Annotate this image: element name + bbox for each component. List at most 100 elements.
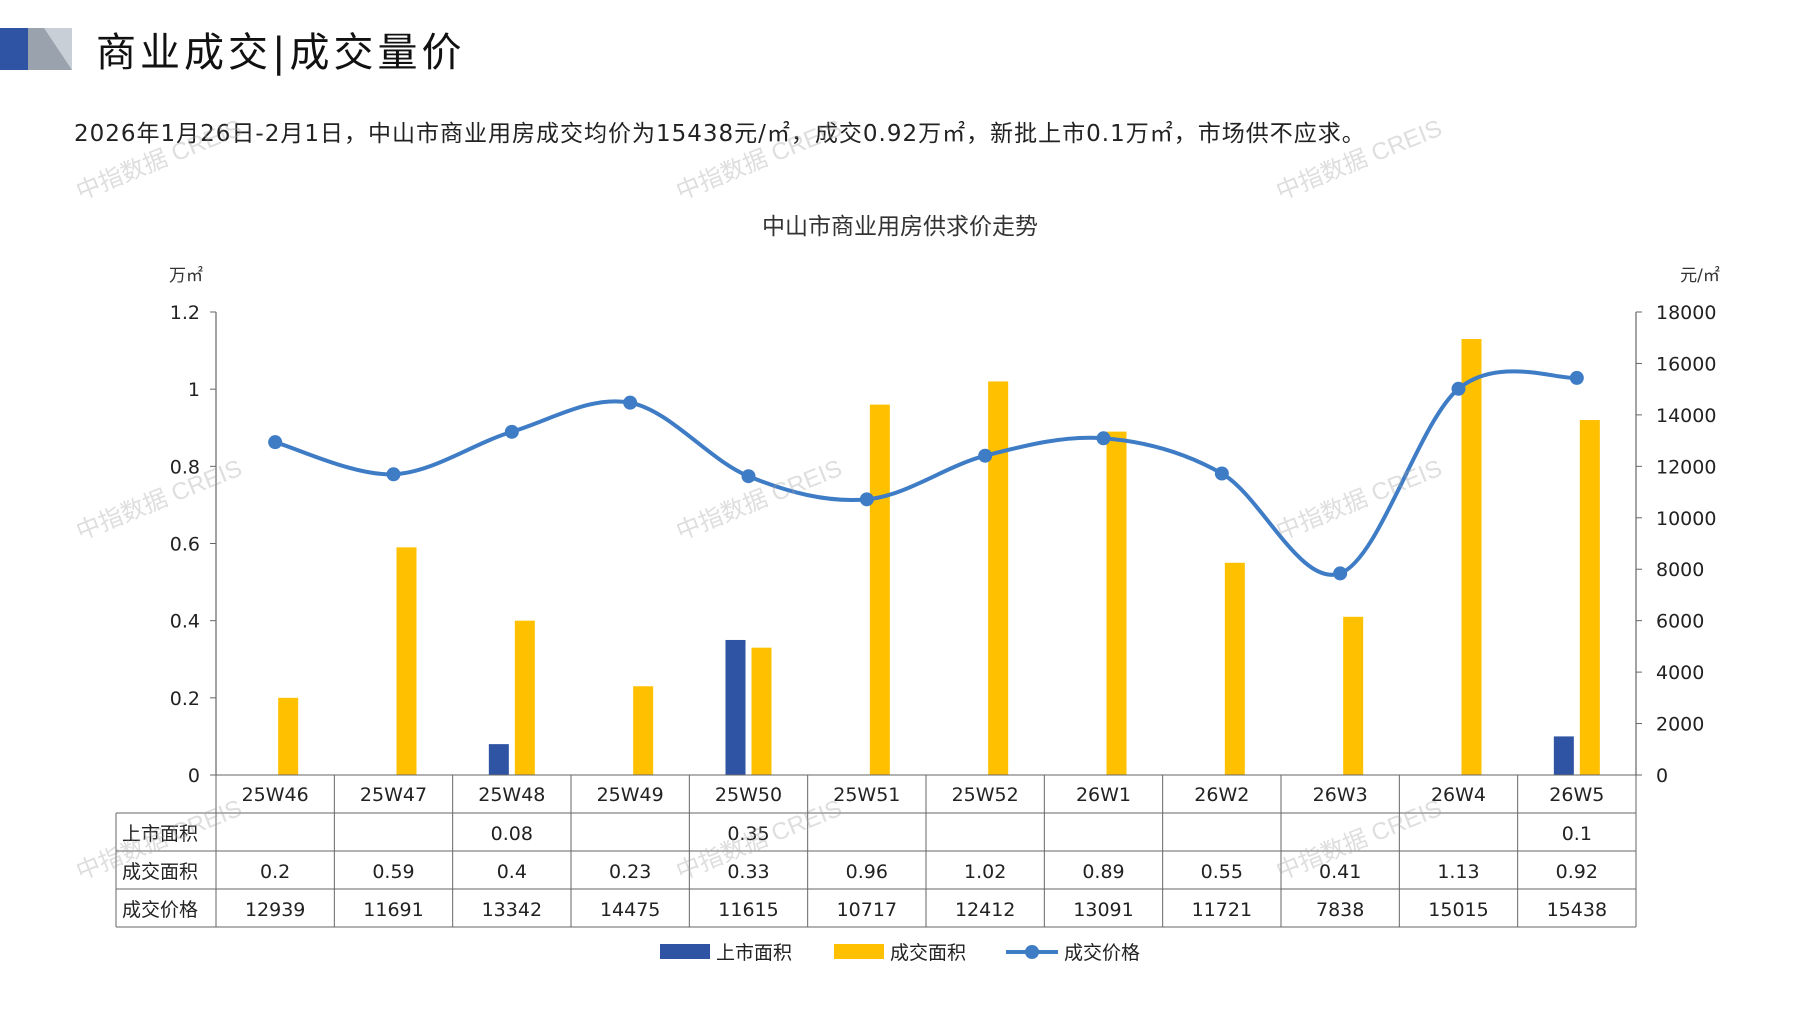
data-label: 7838 [1316, 899, 1364, 921]
chart-title: 中山市商业用房供求价走势 [762, 214, 1038, 240]
table-row-label: 上市面积 [122, 823, 198, 845]
y2-axis-label: 元/㎡ [1680, 266, 1720, 286]
data-label: 0.23 [609, 861, 651, 883]
x-tick-label: 25W52 [952, 784, 1019, 806]
data-label: 0.96 [846, 861, 888, 883]
x-tick-label: 26W3 [1313, 784, 1368, 806]
summary-text: 2026年1月26日-2月1日，中山市商业用房成交均价为15438元/㎡，成交0… [74, 121, 1366, 147]
price-point-25W52 [978, 448, 993, 463]
y2-tick-label: 8000 [1656, 559, 1704, 581]
data-label: 0.41 [1319, 861, 1361, 883]
y2-tick-label: 14000 [1656, 405, 1716, 427]
data-label: 0.59 [372, 861, 414, 883]
data-label: 12412 [955, 899, 1015, 921]
y-tick-label: 0.2 [170, 688, 200, 710]
price-point-25W46 [268, 435, 283, 450]
y2-tick-label: 12000 [1656, 456, 1716, 478]
y2-tick-label: 18000 [1656, 302, 1716, 324]
bar-deal-25W47 [396, 547, 417, 775]
data-label: 0.2 [260, 861, 290, 883]
y-tick-label: 1 [188, 379, 200, 401]
legend-label: 成交价格 [1064, 942, 1140, 964]
price-point-25W51 [859, 492, 874, 507]
y-tick-label: 0 [188, 765, 200, 787]
price-point-26W5 [1569, 370, 1584, 385]
price-point-25W48 [504, 424, 519, 439]
data-label: 13342 [482, 899, 542, 921]
y2-tick-label: 4000 [1656, 662, 1704, 684]
bar-deal-26W5 [1579, 420, 1600, 775]
price-point-25W49 [623, 395, 638, 410]
data-label: 0.1 [1562, 823, 1592, 845]
data-label: 0.89 [1082, 861, 1124, 883]
price-point-26W1 [1096, 431, 1111, 446]
y2-tick-label: 2000 [1656, 714, 1704, 736]
x-tick-label: 26W5 [1549, 784, 1604, 806]
legend-label: 成交面积 [890, 942, 966, 964]
price-point-25W50 [741, 469, 756, 484]
bar-deal-25W52 [988, 381, 1009, 775]
data-label: 14475 [600, 899, 660, 921]
data-label: 0.08 [491, 823, 533, 845]
data-label: 0.35 [727, 823, 769, 845]
x-tick-label: 25W47 [360, 784, 427, 806]
data-label: 0.33 [727, 861, 769, 883]
y-tick-label: 0.8 [170, 456, 200, 478]
data-label: 11691 [363, 899, 423, 921]
price-point-26W2 [1214, 466, 1229, 481]
price-point-26W4 [1451, 381, 1466, 396]
y-tick-label: 0.6 [170, 534, 200, 556]
bar-supply-26W5 [1553, 736, 1574, 775]
legend-swatch-supply [660, 944, 710, 959]
x-tick-label: 26W4 [1431, 784, 1486, 806]
data-label: 11721 [1192, 899, 1252, 921]
bar-supply-25W50 [725, 639, 746, 775]
x-tick-label: 25W46 [242, 784, 309, 806]
x-tick-label: 25W50 [715, 784, 782, 806]
price-point-25W47 [386, 467, 401, 482]
y-axis-label: 万㎡ [169, 266, 203, 286]
data-label: 1.02 [964, 861, 1006, 883]
x-tick-label: 25W49 [597, 784, 664, 806]
bar-deal-26W2 [1224, 562, 1245, 775]
data-label: 0.4 [497, 861, 527, 883]
data-label: 13091 [1073, 899, 1133, 921]
logo [0, 28, 72, 70]
data-label: 10717 [837, 899, 897, 921]
legend: 上市面积 成交面积 成交价格 [660, 942, 1140, 964]
data-label: 0.55 [1201, 861, 1243, 883]
bar-deal-25W46 [278, 697, 299, 775]
data-label: 12939 [245, 899, 305, 921]
data-label: 0.92 [1556, 861, 1598, 883]
x-tick-label: 25W51 [833, 784, 900, 806]
legend-swatch-deal [834, 944, 884, 959]
bar-supply-25W48 [488, 744, 509, 775]
table-row-label: 成交价格 [122, 899, 198, 921]
bar-deal-25W49 [633, 686, 654, 775]
data-label: 15438 [1547, 899, 1607, 921]
bar-deal-25W50 [751, 647, 772, 775]
y2-tick-label: 10000 [1656, 508, 1716, 530]
data-label: 15015 [1428, 899, 1488, 921]
y2-tick-label: 6000 [1656, 611, 1704, 633]
bar-deal-26W1 [1106, 431, 1127, 775]
data-label: 11615 [718, 899, 778, 921]
legend-swatch-price-marker [1025, 945, 1039, 959]
data-label: 1.13 [1437, 861, 1479, 883]
x-tick-label: 26W1 [1076, 784, 1131, 806]
bar-deal-26W3 [1343, 616, 1364, 775]
x-tick-label: 26W2 [1194, 784, 1249, 806]
y-tick-label: 0.4 [170, 611, 200, 633]
x-tick-label: 25W48 [478, 784, 545, 806]
table-row-label: 成交面积 [122, 861, 198, 883]
y2-tick-label: 16000 [1656, 353, 1716, 375]
bar-deal-26W4 [1461, 339, 1482, 775]
y-tick-label: 1.2 [170, 302, 200, 324]
bar-deal-25W48 [514, 620, 535, 775]
legend-label: 上市面积 [716, 942, 792, 964]
page-title: 商业成交|成交量价 [96, 30, 466, 76]
y2-tick-label: 0 [1656, 765, 1668, 787]
bar-deal-25W51 [869, 404, 890, 775]
price-point-26W3 [1333, 566, 1348, 581]
